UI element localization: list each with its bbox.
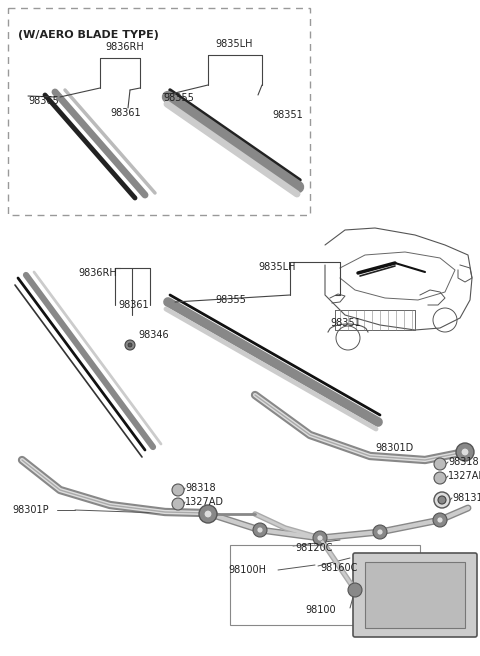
Text: 98361: 98361 xyxy=(110,108,141,118)
Text: 1327AD: 1327AD xyxy=(448,471,480,481)
Circle shape xyxy=(437,517,443,523)
Text: 9835LH: 9835LH xyxy=(215,39,252,49)
Text: 98355: 98355 xyxy=(215,295,246,305)
Text: 98120C: 98120C xyxy=(295,543,333,553)
Bar xyxy=(365,562,465,628)
Text: 98318: 98318 xyxy=(448,457,479,467)
Circle shape xyxy=(377,529,383,535)
Circle shape xyxy=(456,443,474,461)
Circle shape xyxy=(433,513,447,527)
Text: 9835LH: 9835LH xyxy=(258,262,296,272)
Circle shape xyxy=(373,525,387,539)
Text: 98318: 98318 xyxy=(185,483,216,493)
Text: 98160C: 98160C xyxy=(320,563,358,573)
Circle shape xyxy=(434,492,450,508)
Circle shape xyxy=(317,535,323,541)
Circle shape xyxy=(434,472,446,484)
Circle shape xyxy=(172,484,184,496)
Circle shape xyxy=(204,510,212,518)
Circle shape xyxy=(438,496,446,504)
Text: 98351: 98351 xyxy=(272,110,303,120)
FancyBboxPatch shape xyxy=(353,553,477,637)
Circle shape xyxy=(313,531,327,545)
Text: 98365: 98365 xyxy=(28,96,59,106)
Circle shape xyxy=(257,527,263,533)
Circle shape xyxy=(199,505,217,523)
Bar xyxy=(230,545,420,625)
Text: 98355: 98355 xyxy=(163,93,194,103)
Circle shape xyxy=(253,523,267,537)
Circle shape xyxy=(125,340,135,350)
Text: 98351: 98351 xyxy=(330,318,361,328)
Circle shape xyxy=(348,583,362,597)
Circle shape xyxy=(128,343,132,347)
Text: 1327AD: 1327AD xyxy=(185,497,224,507)
Text: 9836RH: 9836RH xyxy=(105,42,144,52)
Circle shape xyxy=(461,448,469,456)
Text: 98131C: 98131C xyxy=(452,493,480,503)
Text: 9836RH: 9836RH xyxy=(78,268,117,278)
Text: 98100H: 98100H xyxy=(228,565,266,575)
Text: 98361: 98361 xyxy=(118,300,149,310)
Text: 98346: 98346 xyxy=(138,330,168,340)
Text: 98100: 98100 xyxy=(305,605,336,615)
Circle shape xyxy=(434,458,446,470)
Text: 98301P: 98301P xyxy=(12,505,48,515)
Text: 98301D: 98301D xyxy=(375,443,413,453)
Circle shape xyxy=(172,498,184,510)
Text: (W/AERO BLADE TYPE): (W/AERO BLADE TYPE) xyxy=(18,30,159,40)
